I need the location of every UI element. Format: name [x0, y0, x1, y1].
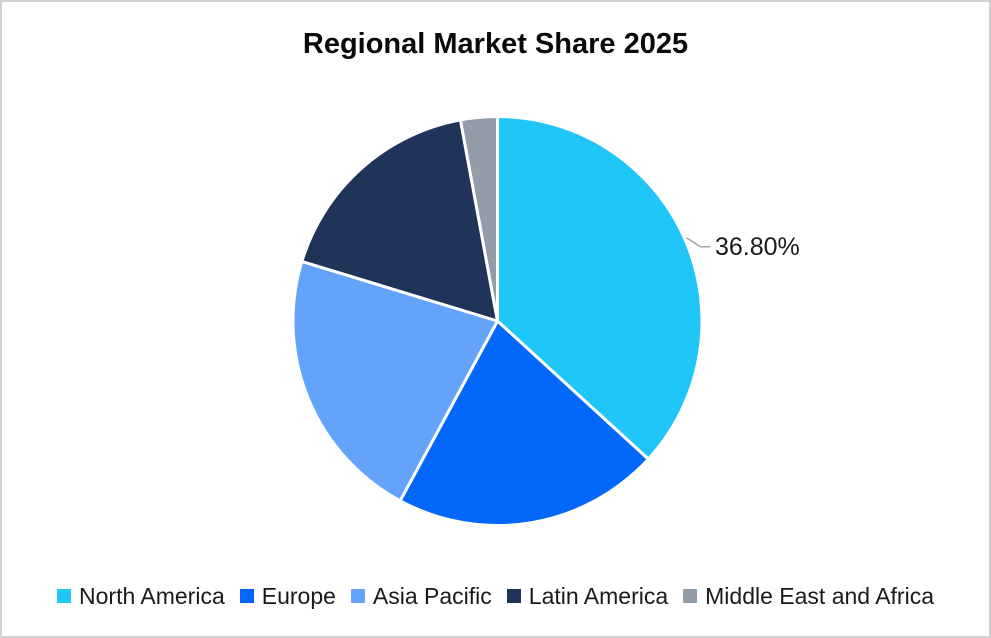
- pie-slice-asia-pacific[interactable]: [291, 259, 499, 503]
- pie-slice-europe[interactable]: [398, 319, 650, 527]
- legend-label-asia-pacific: Asia Pacific: [372, 582, 492, 609]
- legend-label-middle-east-and-africa: Middle East and Africa: [705, 582, 934, 609]
- legend-item-asia-pacific[interactable]: Asia Pacific: [350, 582, 492, 610]
- legend-swatch-asia-pacific: [350, 589, 365, 603]
- pie-slice-latin-america[interactable]: [300, 118, 499, 323]
- legend-swatch-middle-east-and-africa: [683, 589, 698, 603]
- legend-item-middle-east-and-africa[interactable]: Middle East and Africa: [683, 583, 934, 610]
- legend-swatch-europe: [239, 589, 254, 603]
- legend-item-europe[interactable]: Europe: [239, 582, 336, 610]
- leader-line: [686, 237, 711, 248]
- legend-item-north-america[interactable]: North America: [57, 583, 225, 610]
- legend-swatch-latin-america: [506, 589, 521, 603]
- legend-label-europe: Europe: [261, 582, 336, 609]
- chart-title: Regional Market Share 2025: [302, 28, 689, 60]
- legend: North America Europe Asia Pacific Latin …: [2, 582, 989, 610]
- legend-swatch-north-america: [57, 589, 72, 603]
- legend-item-latin-america[interactable]: Latin America: [506, 582, 669, 610]
- pie-slice-middle-east-and-africa[interactable]: [458, 115, 499, 323]
- pie-slice-north-america[interactable]: [496, 115, 704, 461]
- legend-label-latin-america: Latin America: [528, 582, 669, 609]
- legend-label-north-america: North America: [79, 582, 225, 609]
- slice-data-label-north-america: 36.80%: [715, 233, 800, 261]
